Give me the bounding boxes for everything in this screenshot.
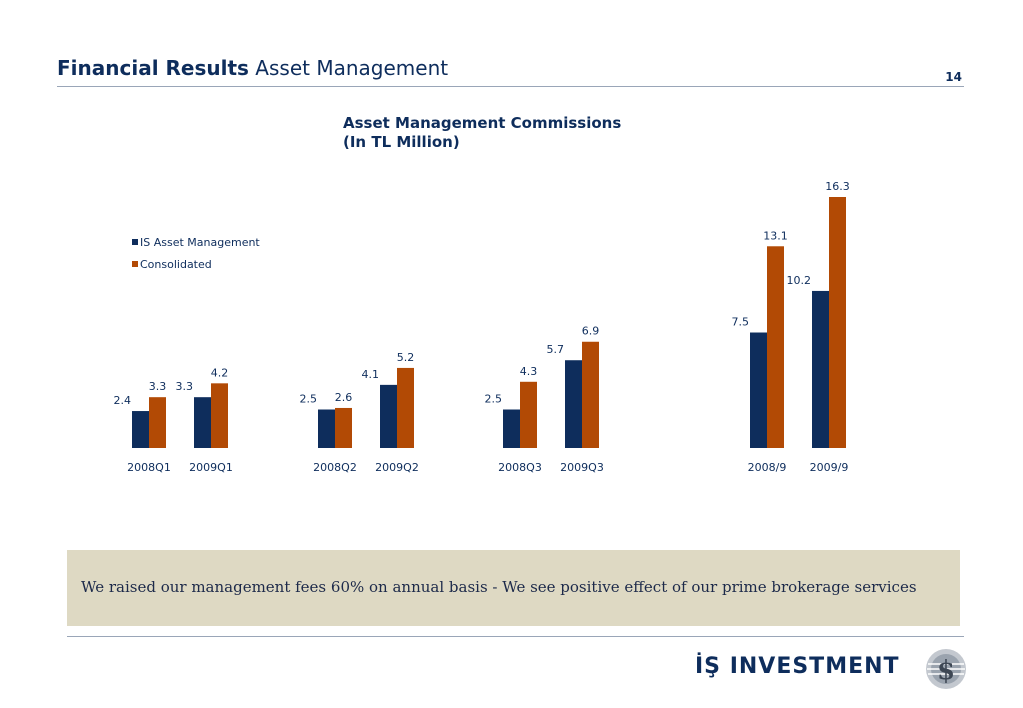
bar-is-asset-management-2008Q1: [132, 411, 149, 448]
data-label: 5.2: [397, 351, 415, 364]
bar-consolidated-2008-9: [767, 246, 784, 448]
page-title-bold: Financial Results: [57, 56, 249, 80]
bar-is-asset-management-2009-9: [812, 290, 829, 448]
bar-is-asset-management-2008Q2: [318, 409, 335, 448]
data-label: 10.2: [787, 274, 812, 287]
bar-consolidated-2009Q2: [397, 367, 414, 448]
data-label: 3.3: [176, 380, 194, 393]
x-tick-label: 2008Q1: [127, 461, 171, 474]
data-label: 4.1: [362, 368, 380, 381]
bar-consolidated-2008Q2: [335, 407, 352, 448]
x-tick-label: 2009/9: [810, 461, 849, 474]
data-label: 16.3: [825, 180, 850, 193]
bar-consolidated-2008Q1: [149, 397, 166, 448]
data-label: 2.4: [114, 394, 132, 407]
data-label: 6.9: [582, 325, 600, 338]
bar-consolidated-2009-9: [829, 197, 846, 448]
header-divider: [57, 86, 964, 87]
chart-title-line-2: (In TL Million): [343, 133, 460, 151]
data-label: 2.5: [300, 393, 318, 406]
legend-swatch: [132, 261, 138, 267]
data-label: 2.5: [485, 393, 503, 406]
chart-bars: 2.4 3.3 3.3 4.2 2.5 2.6 4.1 5.2 2.5 4.3 5.7 6.9 7.5 1…: [114, 180, 850, 448]
page-title-rest: Asset Management: [248, 56, 449, 80]
chart-x-tick-labels: 2008Q1 2009Q1 2008Q2 2009Q2 2008Q3 2009Q3 2008…: [127, 461, 848, 474]
bar-is-asset-management-2008-9: [750, 332, 767, 448]
legend-label: Consolidated: [140, 258, 212, 271]
callout-text: We raised our management fees 60% on ann…: [81, 578, 917, 596]
data-label: 13.1: [763, 229, 788, 242]
callout-box: We raised our management fees 60% on ann…: [67, 550, 960, 626]
bar-is-asset-management-2009Q2: [380, 384, 397, 448]
data-label: 4.3: [520, 365, 538, 378]
x-tick-label: 2008/9: [748, 461, 787, 474]
chart-title: Asset Management Commissions (In TL Mill…: [343, 114, 621, 152]
page-title: Financial Results Asset Management: [57, 56, 448, 80]
bar-consolidated-2009Q3: [582, 341, 599, 448]
x-tick-label: 2008Q3: [498, 461, 542, 474]
x-tick-label: 2009Q2: [375, 461, 419, 474]
bar-is-asset-management-2009Q1: [194, 397, 211, 448]
chart-title-line-1: Asset Management Commissions: [343, 114, 622, 132]
chart-legend: IS Asset Management Consolidated: [132, 236, 260, 271]
bar-consolidated-2009Q1: [211, 383, 228, 448]
legend-label: IS Asset Management: [140, 236, 260, 249]
data-label: 7.5: [732, 316, 750, 329]
x-tick-label: 2009Q1: [189, 461, 233, 474]
data-label: 4.2: [211, 366, 229, 379]
bar-consolidated-2008Q3: [520, 381, 537, 448]
bar-is-asset-management-2009Q3: [565, 360, 582, 448]
footer-divider: [67, 636, 964, 637]
svg-text:$: $: [937, 656, 955, 686]
bar-is-asset-management-2008Q3: [503, 409, 520, 448]
data-label: 5.7: [547, 343, 565, 356]
x-tick-label: 2008Q2: [313, 461, 357, 474]
data-label: 2.6: [335, 391, 353, 404]
page-number: 14: [945, 70, 962, 84]
logo-wordmark: İŞ INVESTMENT: [695, 654, 900, 679]
legend-swatch: [132, 239, 138, 245]
company-logo: İŞ INVESTMENT $: [695, 646, 970, 694]
is-investment-logo-icon: $: [926, 649, 966, 689]
data-label: 3.3: [149, 380, 167, 393]
x-tick-label: 2009Q3: [560, 461, 604, 474]
